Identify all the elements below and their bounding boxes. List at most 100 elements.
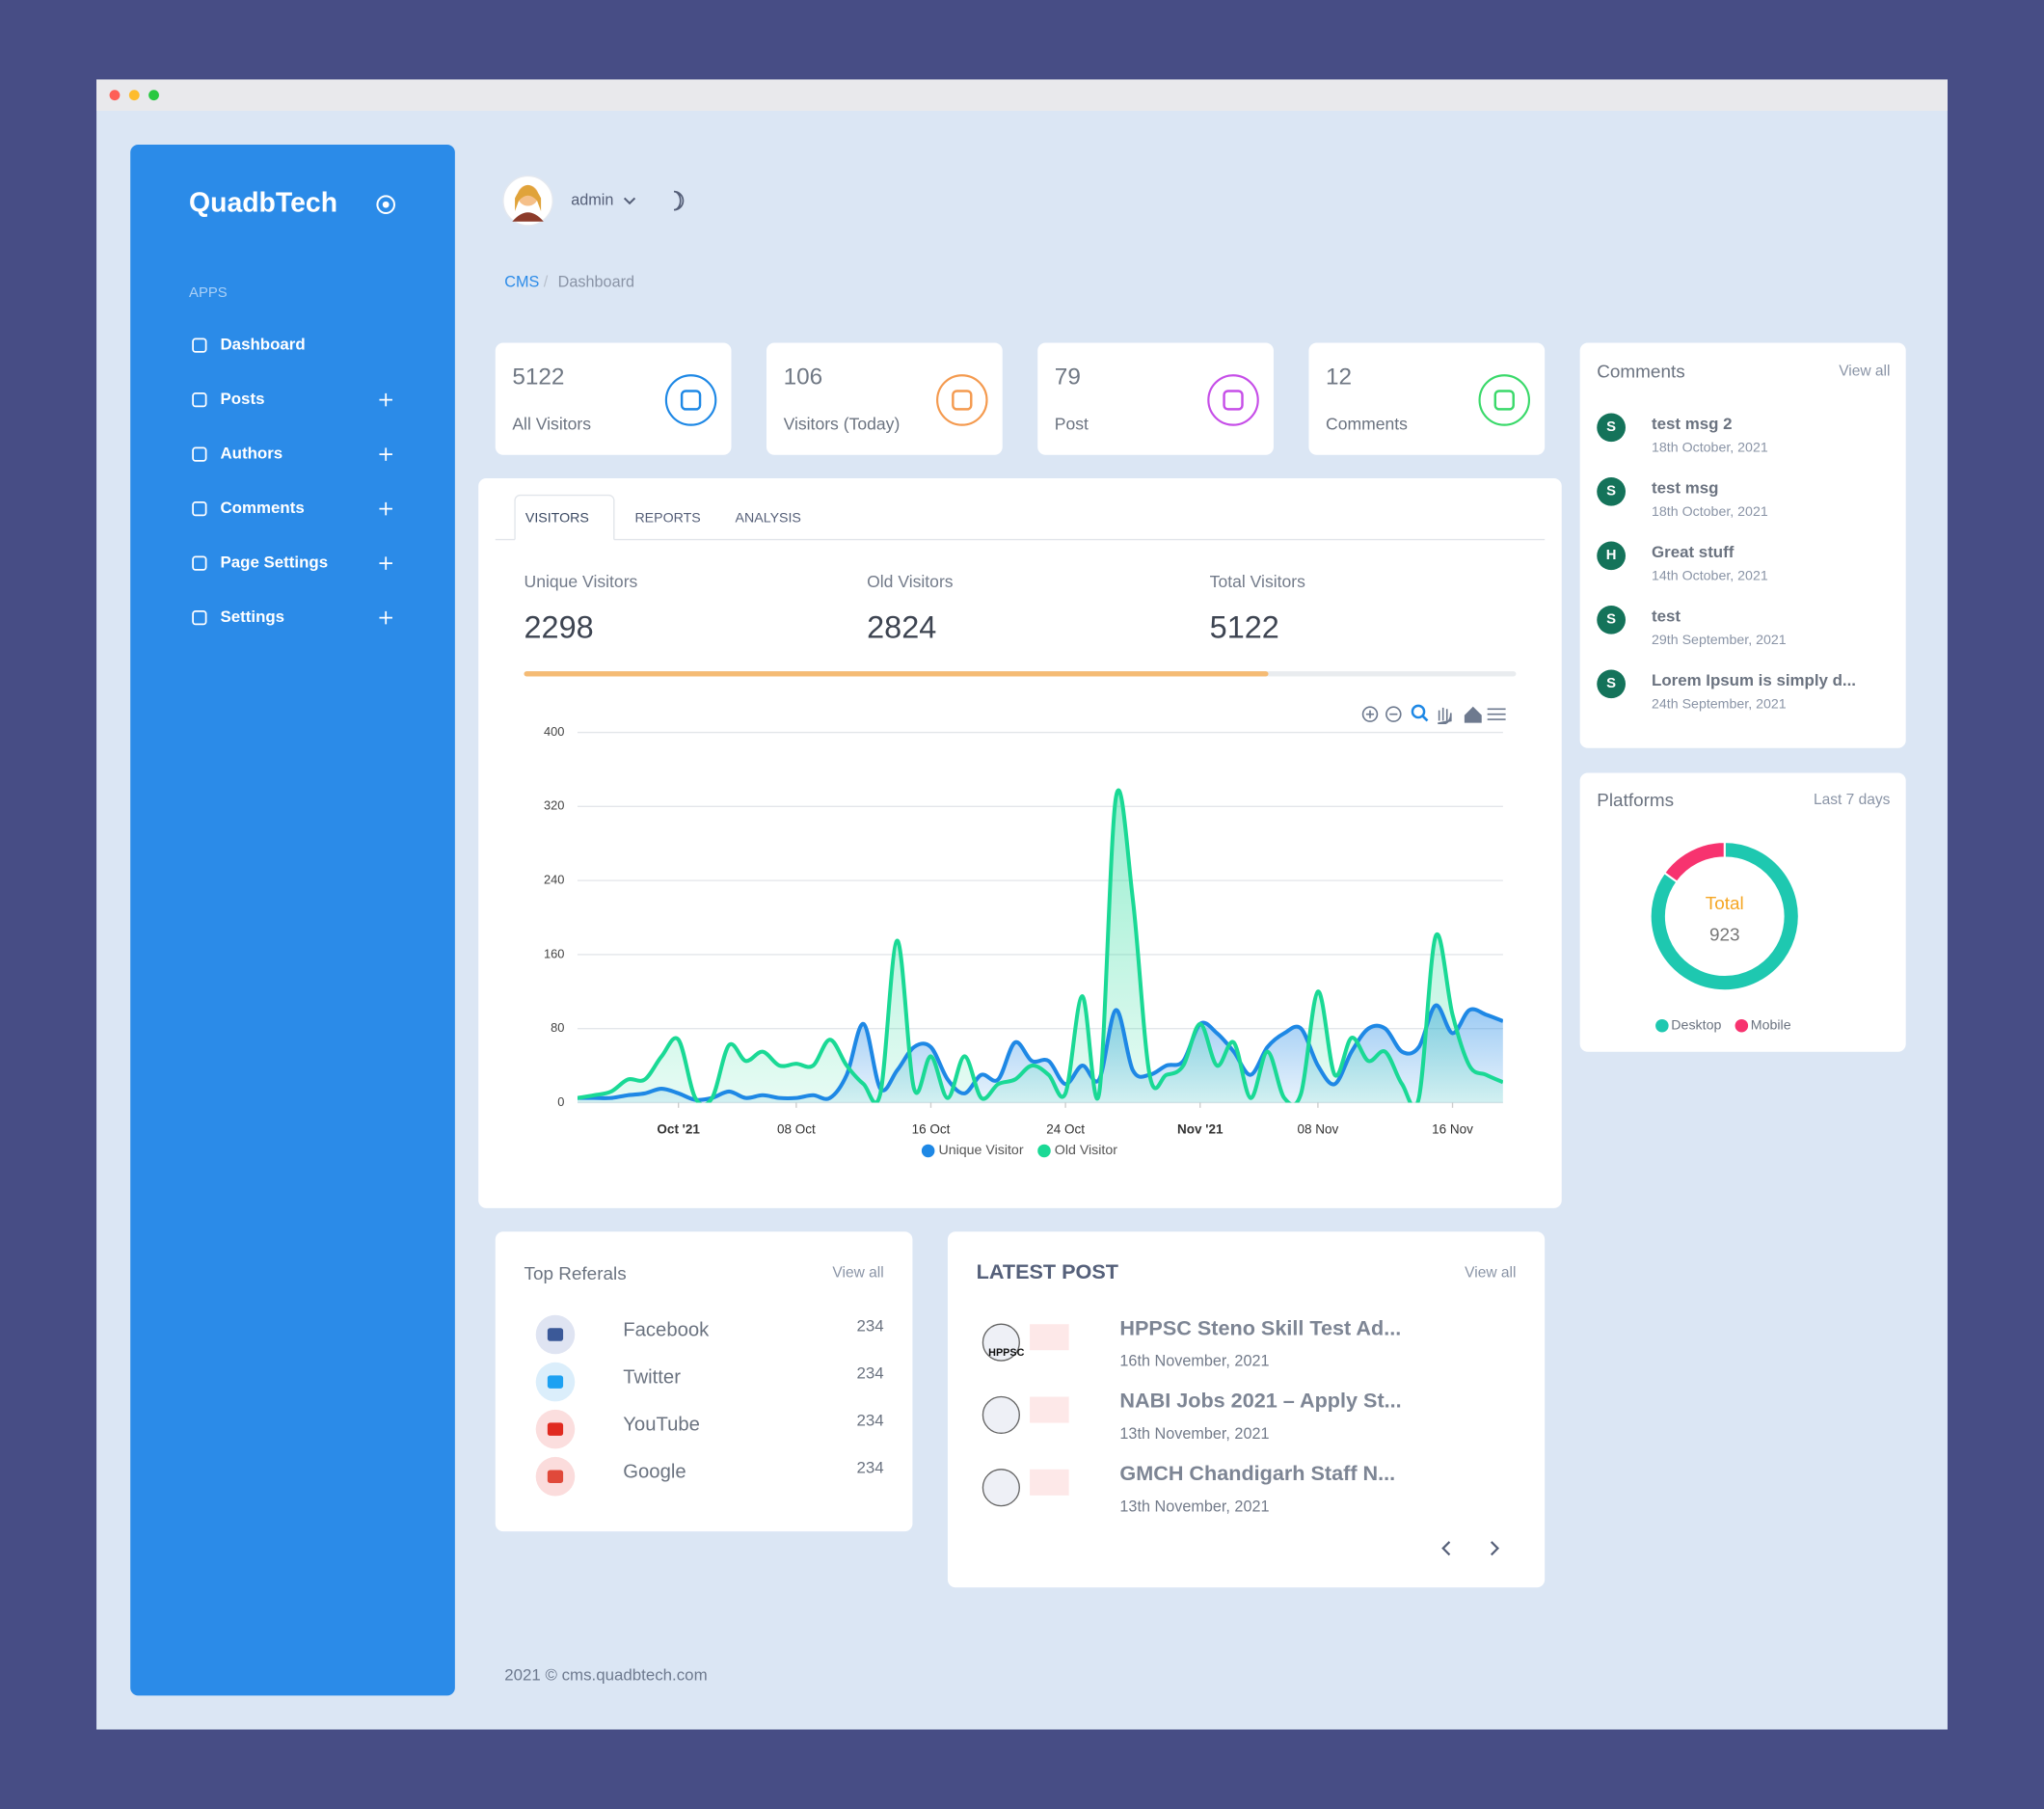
prev-arrow[interactable]	[1441, 1541, 1451, 1556]
referral-glyph	[547, 1422, 564, 1436]
stat-card	[1037, 342, 1274, 455]
post-date: 16th November, 2021	[1119, 1353, 1269, 1370]
y-tick-label: 160	[544, 946, 564, 960]
view-all[interactable]: View all	[1465, 1265, 1516, 1282]
y-tick-label: 80	[551, 1020, 564, 1035]
stat-glyph	[952, 390, 973, 411]
y-tick-label: 400	[544, 724, 564, 739]
stat-value: 5122	[512, 364, 564, 390]
stat-glyph	[680, 390, 702, 411]
donut-slice	[1649, 841, 1800, 992]
comment-avatar	[1597, 669, 1626, 699]
tab[interactable]: ANALYSIS	[736, 511, 801, 526]
post-title[interactable]: HPPSC Steno Skill Test Ad...	[1119, 1315, 1401, 1339]
comment-initial: S	[1606, 419, 1616, 435]
post-logo	[982, 1395, 1020, 1435]
reset[interactable]	[1464, 706, 1482, 723]
legend-swatch	[1037, 1144, 1051, 1158]
pin-icon[interactable]	[376, 195, 396, 214]
breadcrumb-current: Dashboard	[558, 274, 634, 291]
pan[interactable]	[1438, 707, 1452, 724]
comment-initial: S	[1606, 676, 1616, 691]
view-all[interactable]: View all	[1839, 363, 1890, 379]
y-tick-label: 0	[557, 1094, 564, 1109]
summary-value: 5122	[1210, 609, 1279, 644]
menu[interactable]	[1487, 708, 1506, 720]
tab[interactable]: REPORTS	[634, 511, 700, 526]
card-title: Platforms	[1597, 791, 1674, 811]
min-dot[interactable]	[128, 90, 140, 101]
chevron[interactable]	[623, 197, 636, 205]
tab-active-box	[514, 494, 615, 540]
zoom-handle	[1421, 715, 1429, 722]
expand-icon[interactable]	[379, 610, 392, 625]
referrals-card	[495, 1231, 913, 1532]
x-tick-label: Oct '21	[657, 1121, 700, 1136]
next-arrow[interactable]	[1490, 1541, 1500, 1556]
x-tick-label: 08 Oct	[777, 1121, 816, 1136]
expand-icon[interactable]	[379, 556, 392, 570]
zoom-out[interactable]	[1385, 706, 1402, 722]
stat-glyph	[1493, 390, 1515, 411]
menu-item[interactable]: Settings	[220, 608, 284, 626]
legend-label[interactable]: Unique Visitor	[938, 1143, 1023, 1158]
menu-item[interactable]: Dashboard	[220, 336, 305, 354]
series-line	[577, 788, 1503, 1103]
window-bar	[96, 79, 1948, 111]
comment-date: 24th September, 2021	[1652, 697, 1787, 713]
legend-swatch	[921, 1144, 935, 1158]
menu-item[interactable]: Authors	[220, 445, 282, 463]
post-date: 13th November, 2021	[1119, 1498, 1269, 1515]
comment-avatar	[1597, 476, 1626, 506]
post-thumb-text	[1030, 1396, 1069, 1423]
referral-value: 234	[857, 1459, 884, 1477]
stat-glyph	[1223, 390, 1244, 411]
summary-label: Old Visitors	[867, 572, 954, 591]
post-title[interactable]: NABI Jobs 2021 – Apply St...	[1119, 1389, 1401, 1413]
donut-total: 923	[1709, 925, 1740, 945]
breadcrumb-link[interactable]: CMS	[504, 274, 539, 291]
card-subtitle: Last 7 days	[1814, 792, 1891, 808]
menu-item[interactable]: Page Settings	[220, 554, 328, 572]
post-title[interactable]: GMCH Chandigarh Staff N...	[1119, 1461, 1395, 1485]
stat-label: All Visitors	[512, 414, 591, 433]
legend-label[interactable]: Mobile	[1751, 1017, 1791, 1033]
theme-toggle[interactable]	[673, 190, 685, 211]
comment-text: test	[1652, 608, 1681, 626]
legend-label[interactable]: Desktop	[1671, 1017, 1721, 1033]
menu-icon	[192, 338, 207, 353]
stat-card	[495, 342, 732, 455]
expand-icon[interactable]	[379, 392, 392, 407]
user-name[interactable]: admin	[571, 191, 613, 208]
legend-label[interactable]: Old Visitor	[1055, 1143, 1117, 1158]
referral-value: 234	[857, 1412, 884, 1430]
comment-initial: S	[1606, 484, 1616, 500]
referral-name: Google	[623, 1462, 686, 1483]
legend-swatch	[1735, 1018, 1749, 1033]
avatar-body	[512, 212, 544, 222]
comment-date: 18th October, 2021	[1652, 504, 1768, 520]
zoom-select[interactable]	[1411, 704, 1426, 719]
stat-value: 12	[1326, 364, 1352, 390]
zoom-in[interactable]	[1361, 706, 1379, 722]
stat-icon	[936, 374, 988, 426]
comment-initial: S	[1606, 612, 1616, 628]
referral-name: Twitter	[623, 1366, 681, 1388]
tab[interactable]: VISITORS	[525, 511, 589, 526]
view-all[interactable]: View all	[832, 1265, 883, 1282]
menu-item[interactable]: Comments	[220, 499, 304, 517]
x-tick-label: 16 Oct	[912, 1121, 951, 1136]
menu-item[interactable]: Posts	[220, 390, 264, 408]
visitors-card	[478, 478, 1562, 1208]
expand-icon[interactable]	[379, 501, 392, 516]
expand-icon[interactable]	[379, 447, 392, 461]
max-dot[interactable]	[148, 90, 159, 101]
comments-card	[1579, 342, 1906, 748]
pin-dot	[382, 201, 390, 208]
close-dot[interactable]	[109, 90, 121, 101]
platforms-card	[1579, 772, 1906, 1052]
comment-avatar	[1597, 541, 1626, 571]
stat-label: Comments	[1326, 414, 1408, 433]
